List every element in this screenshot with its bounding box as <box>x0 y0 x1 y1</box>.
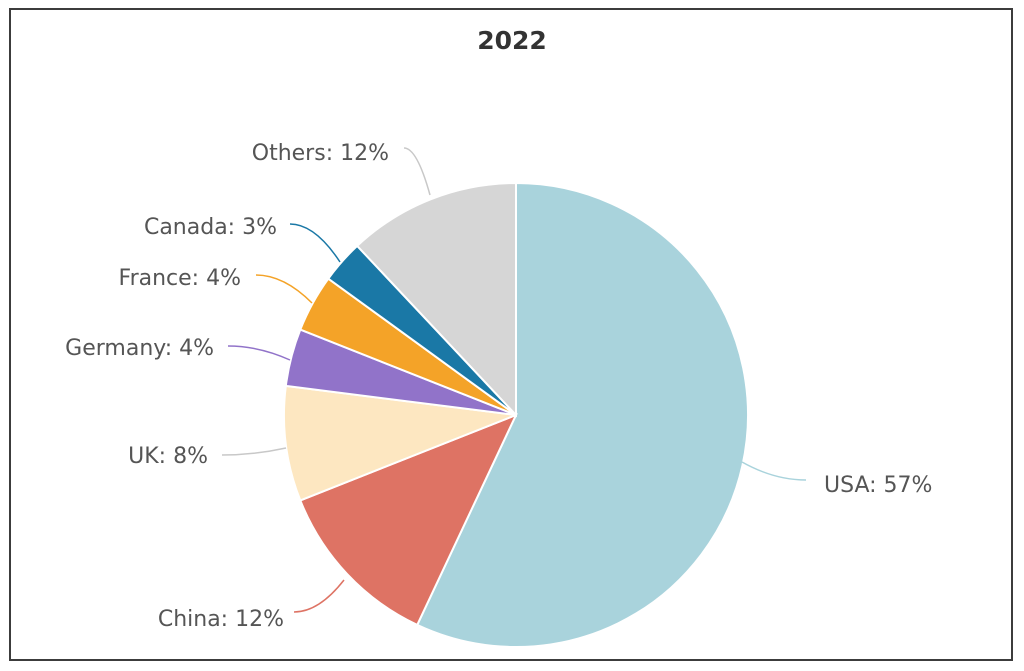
slice-label-germany: Germany: 4% <box>65 336 214 361</box>
slice-label-china: China: 12% <box>158 607 284 632</box>
leader-line-china <box>293 579 345 613</box>
leader-line-others <box>403 147 431 196</box>
pie-slice-uk <box>283 384 517 502</box>
chart-title: 2022 <box>477 26 547 55</box>
leader-line-france <box>255 274 313 304</box>
pie-slice-china <box>298 413 518 627</box>
leader-line-uk <box>221 447 287 456</box>
slice-label-uk: UK: 8% <box>128 444 208 469</box>
slice-label-others: Others: 12% <box>252 141 389 166</box>
slice-label-canada: Canada: 3% <box>144 215 277 240</box>
slice-label-france: France: 4% <box>119 266 241 291</box>
slice-label-usa: USA: 57% <box>824 473 932 498</box>
pie-slice-usa <box>415 181 749 648</box>
leader-line-germany <box>227 345 291 361</box>
pie-slice-others <box>355 181 517 418</box>
leader-line-usa <box>741 461 807 481</box>
leader-line-canada <box>289 223 341 263</box>
